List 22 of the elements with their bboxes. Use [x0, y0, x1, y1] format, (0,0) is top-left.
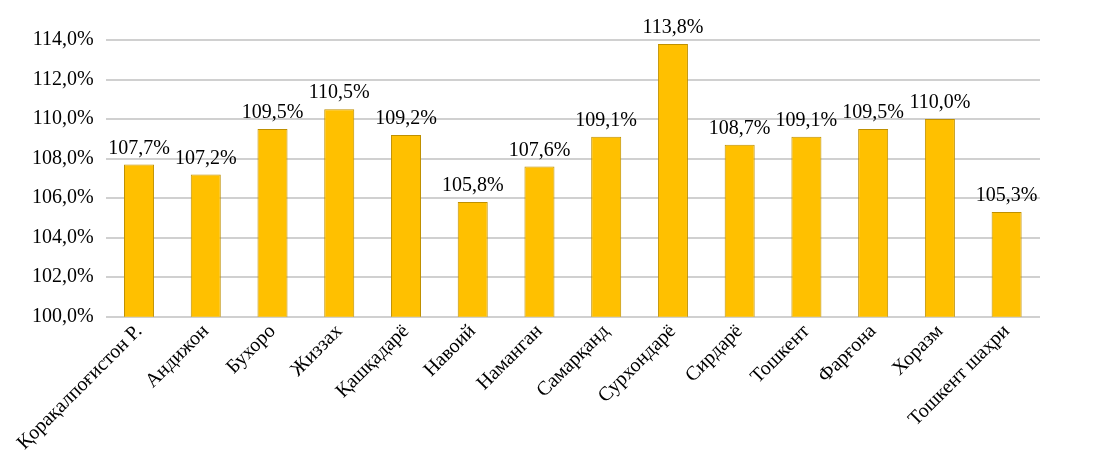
- data-label: 108,7%: [708, 116, 771, 139]
- data-label: 107,7%: [108, 135, 170, 158]
- y-tick-label: 104,0%: [31, 224, 94, 247]
- data-label: 109,5%: [842, 100, 904, 123]
- data-label: 110,0%: [909, 90, 971, 113]
- data-label: 110,5%: [308, 80, 370, 103]
- data-label: 109,5%: [241, 100, 304, 123]
- y-tick-label: 114,0%: [32, 27, 94, 50]
- data-label: 105,3%: [975, 183, 1038, 206]
- data-label: 107,6%: [508, 137, 571, 160]
- data-label: 109,1%: [775, 108, 838, 131]
- data-label: 109,2%: [375, 106, 437, 129]
- y-tick-label: 100,0%: [31, 304, 94, 327]
- y-tick-label: 108,0%: [31, 145, 94, 168]
- y-tick-label: 102,0%: [31, 264, 94, 287]
- y-tick-label: 106,0%: [31, 185, 94, 208]
- data-label: 105,8%: [441, 173, 504, 196]
- data-label: 109,1%: [575, 108, 638, 131]
- y-tick-label: 110,0%: [32, 106, 94, 129]
- y-tick-label: 112,0%: [32, 66, 94, 89]
- data-label: 107,2%: [174, 145, 237, 168]
- data-label: 113,8%: [642, 15, 704, 38]
